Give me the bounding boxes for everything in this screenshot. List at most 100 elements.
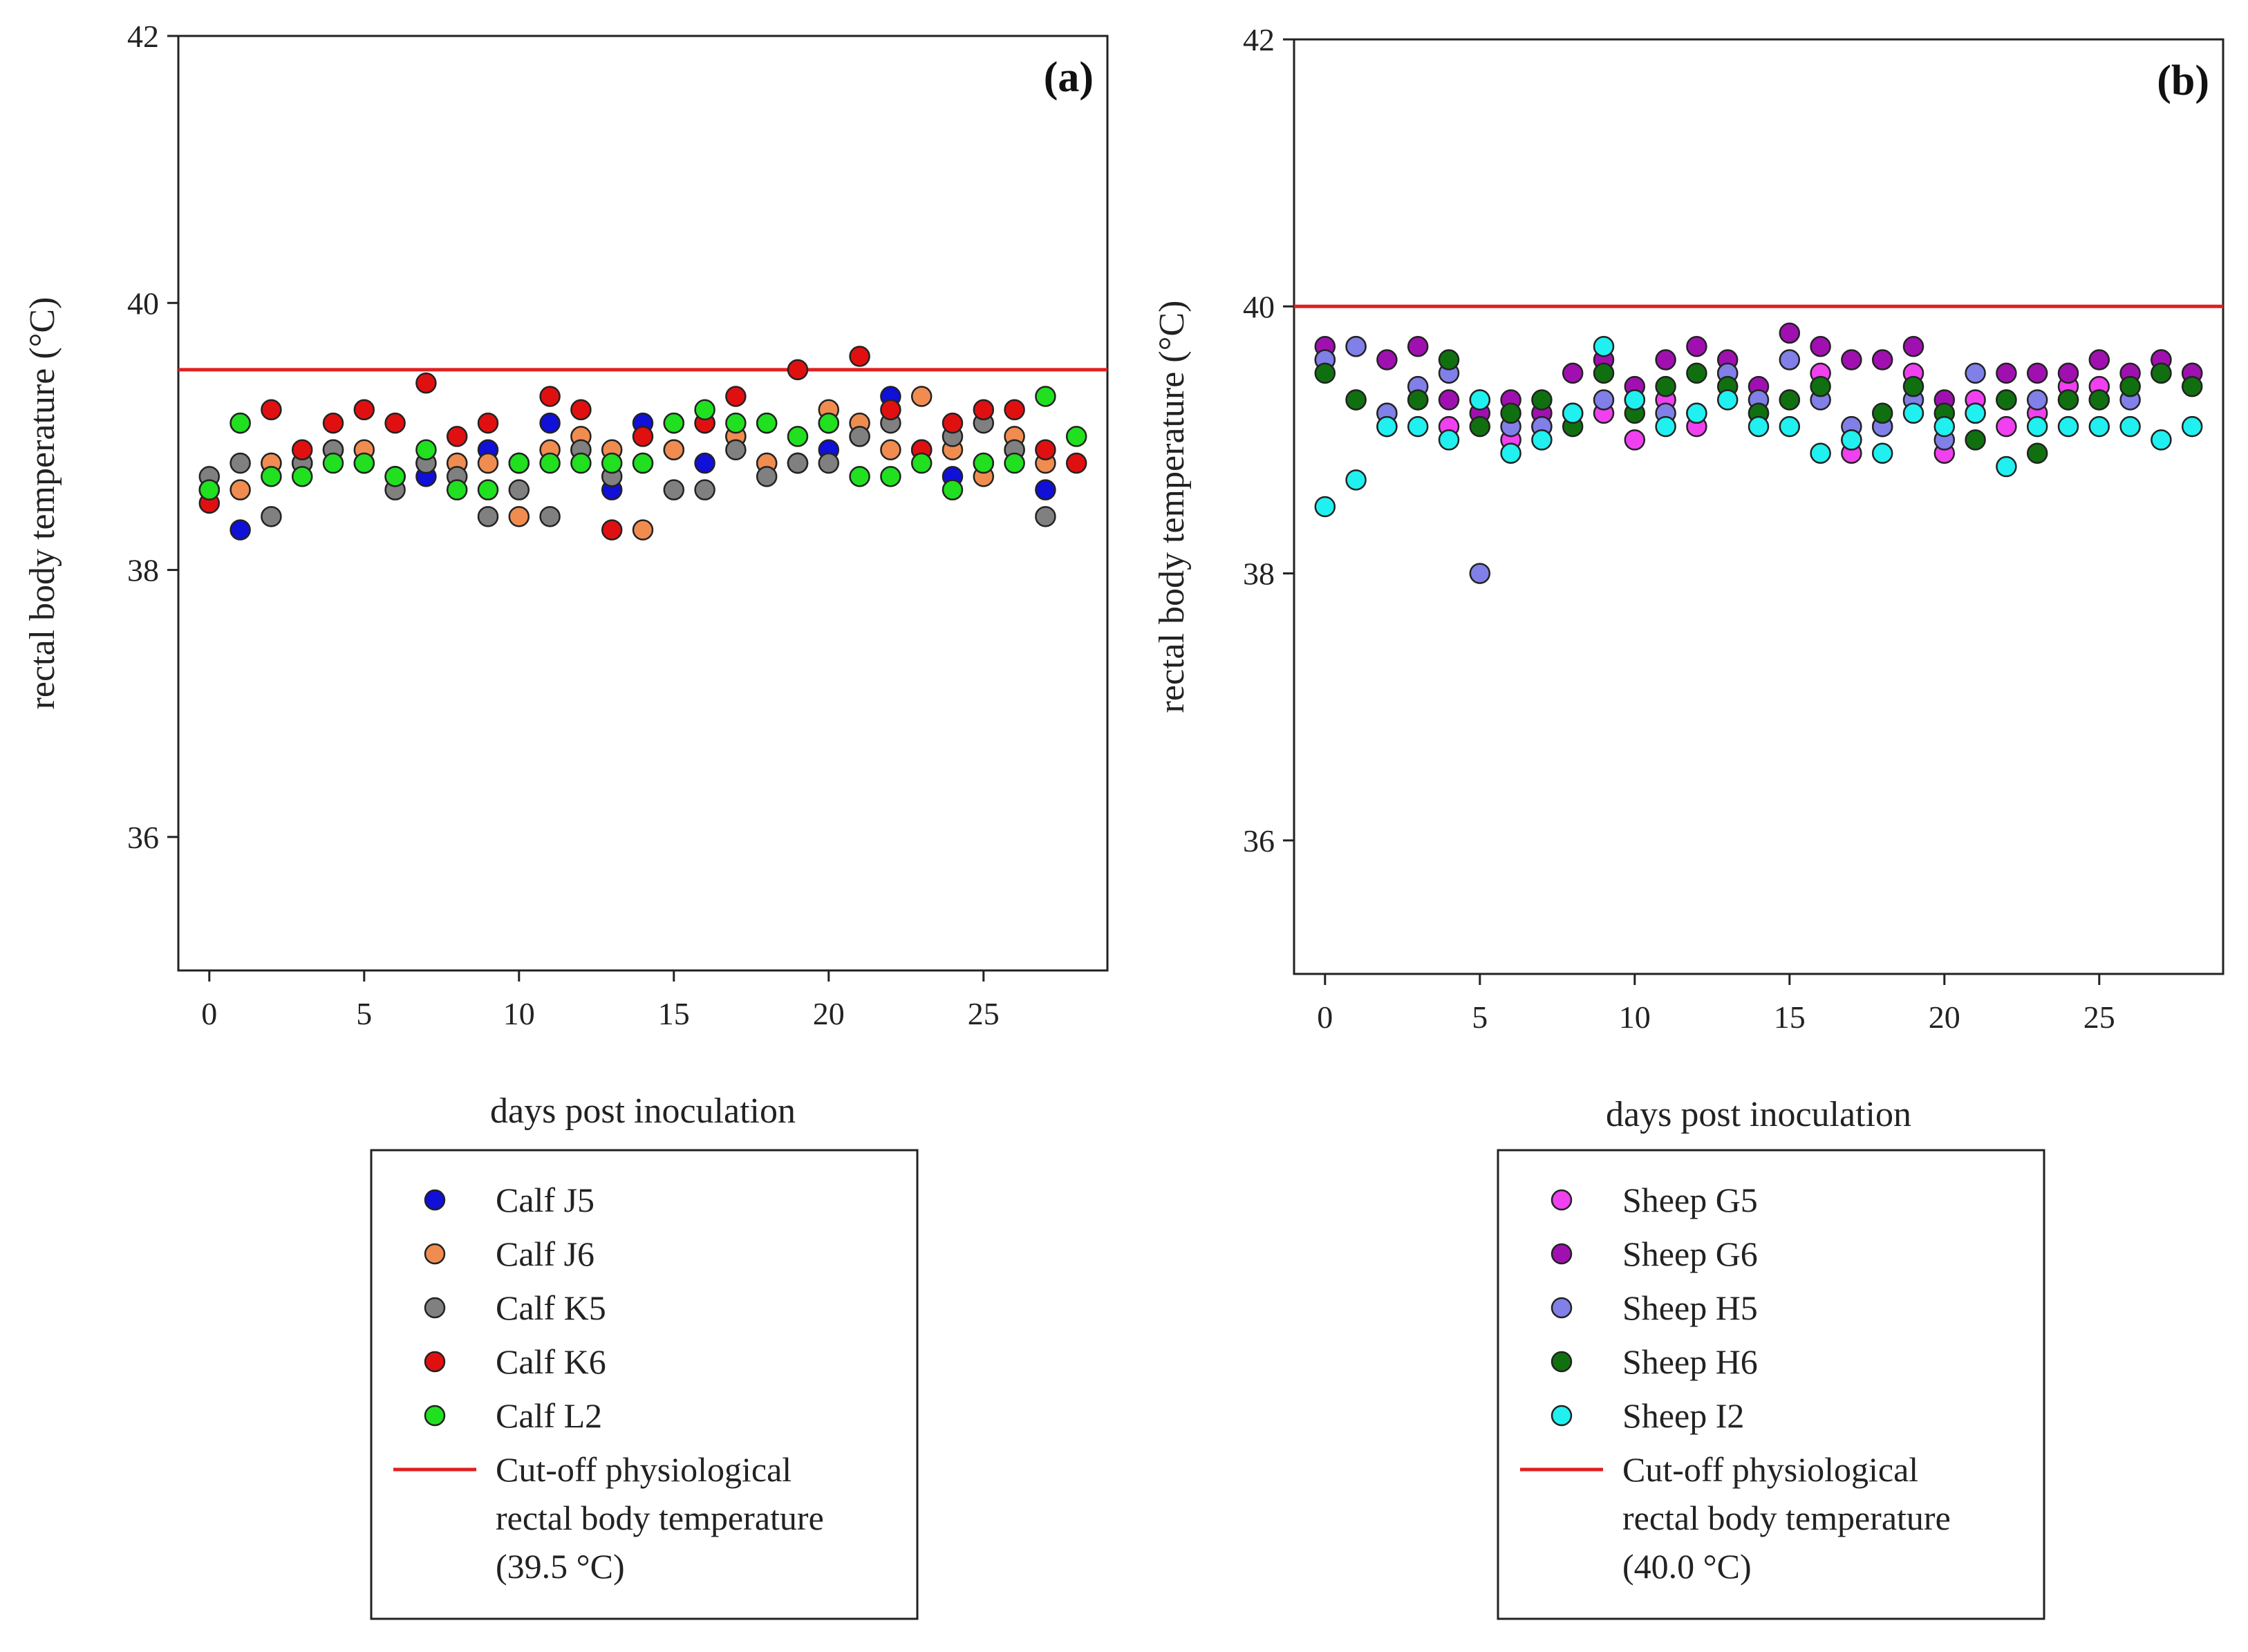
data-point <box>1531 389 1553 411</box>
legend-box <box>1497 1149 2045 1620</box>
data-point <box>508 452 530 474</box>
x-axis-title: days post inoculation <box>490 1091 796 1131</box>
legend-cutoff-label: Cut-off physiological <box>496 1450 792 1489</box>
y-tick-label: 40 <box>127 285 159 321</box>
data-point <box>1624 429 1646 451</box>
legend-marker <box>424 1243 446 1265</box>
x-tick-label: 5 <box>356 996 372 1031</box>
data-point <box>1933 415 1956 438</box>
data-point <box>1902 402 1924 424</box>
data-point <box>2151 429 2172 451</box>
y-tick-label: 42 <box>1243 22 1275 57</box>
data-point <box>1593 389 1615 411</box>
data-point <box>415 372 437 394</box>
data-point <box>2057 415 2079 438</box>
x-tick-label: 5 <box>1472 999 1488 1035</box>
data-point <box>1686 335 1707 357</box>
data-point <box>2057 362 2079 384</box>
data-point <box>539 506 561 527</box>
data-point <box>230 452 251 474</box>
data-point <box>1035 386 1056 407</box>
data-point <box>230 412 251 434</box>
data-point <box>1500 402 1521 424</box>
legend-cutoff-label: rectal body temperature <box>496 1499 824 1537</box>
data-point <box>1593 362 1615 384</box>
data-point <box>1716 389 1739 411</box>
data-point <box>1593 335 1615 357</box>
legend-label: Calf J6 <box>496 1235 594 1273</box>
data-point <box>601 519 623 541</box>
data-point <box>384 466 406 487</box>
data-point <box>1376 415 1398 438</box>
legend-marker <box>1551 1351 1573 1373</box>
data-point <box>1562 402 1584 424</box>
data-point <box>1841 349 1862 370</box>
data-point <box>1438 429 1460 451</box>
legend-marker <box>1551 1297 1573 1319</box>
data-point <box>477 452 499 474</box>
legend-marker <box>1551 1189 1573 1211</box>
data-point <box>477 479 499 500</box>
data-point <box>942 412 964 434</box>
data-point <box>230 479 251 500</box>
legend-label: Sheep I2 <box>1622 1396 1744 1435</box>
x-tick-label: 20 <box>813 996 845 1031</box>
legend-cutoff-label: (40.0 °C) <box>1622 1547 1752 1586</box>
data-point <box>1996 415 2017 438</box>
data-point <box>2088 389 2110 411</box>
data-point <box>1531 429 1553 451</box>
data-point <box>1407 389 1429 411</box>
data-point <box>1376 349 1398 370</box>
data-point <box>725 386 747 407</box>
data-point <box>291 466 313 487</box>
legend-label: Calf K6 <box>496 1342 606 1381</box>
data-point <box>1779 415 1801 438</box>
data-point <box>849 426 870 447</box>
legend-label: Sheep H5 <box>1622 1288 1758 1327</box>
y-tick-label: 36 <box>127 820 159 855</box>
data-point <box>1871 402 1893 424</box>
chart-panel-2: 36 38 40 42 0 5 10 15 20 25 days post inoculation r… <box>1152 22 2224 1620</box>
data-point <box>1779 389 1801 411</box>
data-point <box>1902 335 1924 357</box>
data-point <box>1871 442 1893 464</box>
data-point <box>1004 452 1025 474</box>
data-point <box>539 412 561 434</box>
data-point <box>1965 429 1986 451</box>
data-point <box>1469 563 1491 584</box>
data-point <box>1345 469 1367 491</box>
legend-label: Calf J5 <box>496 1181 594 1219</box>
data-point <box>973 399 995 421</box>
data-point <box>1438 389 1460 411</box>
panel-label: (b) <box>2157 57 2209 104</box>
x-tick-label: 0 <box>1317 999 1333 1035</box>
legend-label: Sheep G6 <box>1622 1235 1758 1273</box>
data-point <box>1748 415 1770 438</box>
x-tick-label: 10 <box>503 996 535 1031</box>
data-point <box>1965 362 1986 384</box>
data-point <box>261 466 282 487</box>
data-point <box>880 399 901 421</box>
legend-box <box>370 1149 919 1620</box>
data-point <box>570 399 592 421</box>
data-point <box>849 346 870 367</box>
legend-label: Calf L2 <box>496 1396 602 1435</box>
data-point <box>942 479 964 500</box>
data-point <box>849 466 870 487</box>
data-point <box>2181 415 2203 438</box>
data-point <box>1407 335 1429 357</box>
x-tick-label: 25 <box>968 996 1000 1031</box>
y-tick-label: 38 <box>127 553 159 588</box>
data-point <box>539 452 561 474</box>
plot-frame <box>1293 38 2224 975</box>
data-point <box>1655 415 1676 438</box>
data-point <box>1965 402 1986 424</box>
data-point <box>2057 389 2079 411</box>
x-tick-label: 10 <box>1619 999 1651 1035</box>
data-point <box>787 426 809 447</box>
legend-label: Sheep G5 <box>1622 1181 1758 1219</box>
data-point <box>1810 335 1831 357</box>
data-point <box>1996 456 2017 478</box>
data-point <box>1810 375 1831 397</box>
